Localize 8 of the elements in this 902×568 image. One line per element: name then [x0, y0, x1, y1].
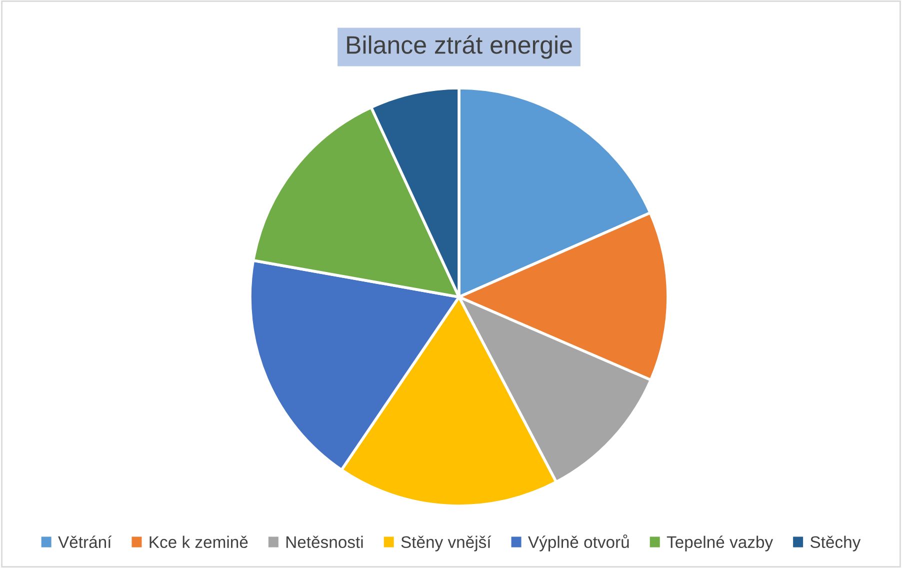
legend-label: Kce k zemině: [150, 536, 248, 548]
chart-title: Bilance ztrát energie: [347, 35, 572, 59]
legend-label: Netěsnosti: [286, 536, 363, 548]
legend-label: Výplně otvorů: [528, 534, 629, 552]
legend-label: Stěchy: [810, 536, 861, 552]
legend-label: Tepelné vazby: [666, 536, 774, 552]
legend-label: Stěny vnější: [401, 536, 492, 552]
legend-label: Větrání: [58, 536, 112, 548]
